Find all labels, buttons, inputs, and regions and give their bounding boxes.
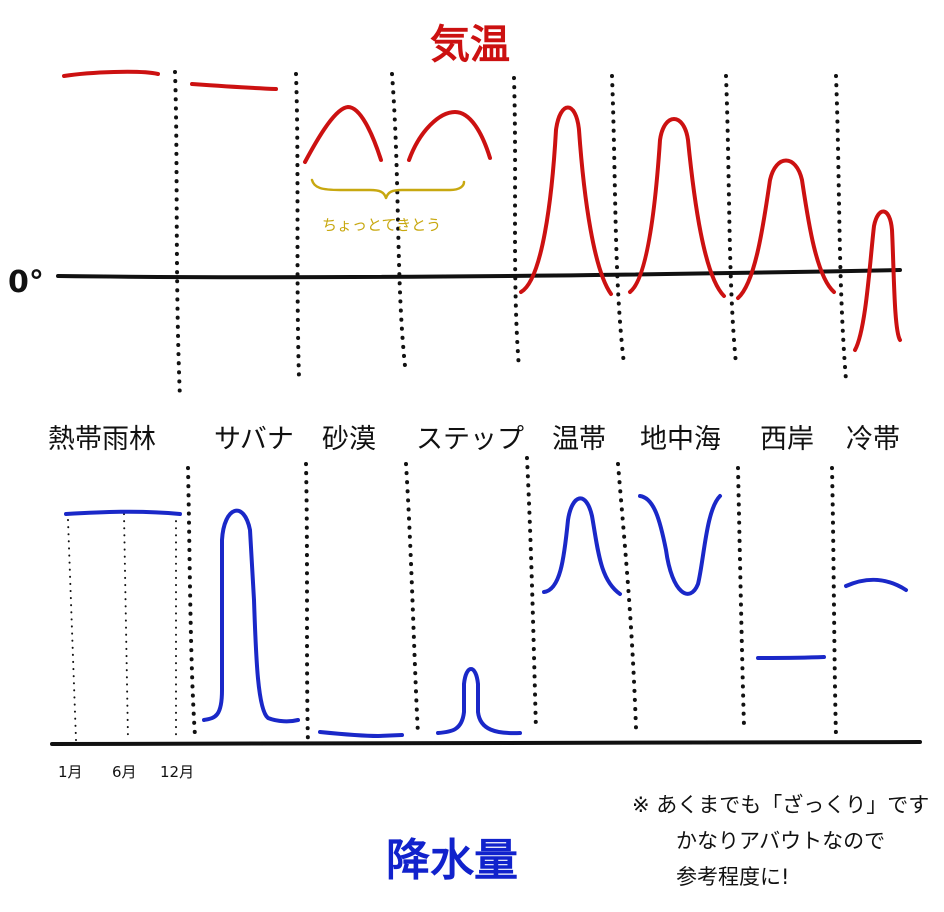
- temperature-zero-axis: [56, 268, 902, 280]
- month-label-jan: 1月: [58, 763, 83, 781]
- month-label-jun: 6月: [112, 763, 137, 781]
- prec-curve-temperate: [542, 496, 622, 596]
- label-subarctic: 冷帯: [846, 424, 900, 455]
- label-temperate: 温帯: [552, 424, 606, 455]
- prec-divider-7: [830, 466, 838, 738]
- climate-labels: 熱帯雨林 サバナ 砂漠 ステップ 温帯 地中海 西岸 冷帯: [48, 424, 900, 455]
- precipitation-title: 降水量: [386, 835, 518, 886]
- prec-curve-tropical-rainforest: [64, 509, 182, 516]
- prec-divider-6: [736, 466, 746, 728]
- prec-divider-2: [304, 462, 310, 746]
- note-line-3: 参考程度に!: [676, 865, 789, 889]
- precipitation-baseline: [50, 740, 922, 746]
- month-labels: 1月 6月 12月: [58, 763, 194, 781]
- temperature-dividers: [173, 70, 848, 400]
- label-west-coast: 西岸: [760, 424, 814, 455]
- zero-degree-label: 0°: [8, 265, 44, 300]
- approximation-annotation: ちょっとてきとう: [310, 178, 466, 234]
- temp-divider-4: [512, 76, 521, 370]
- label-savanna: サバナ: [214, 424, 294, 455]
- precipitation-dividers: [186, 456, 838, 746]
- prec-curve-subarctic: [844, 577, 908, 592]
- prec-curve-desert: [318, 730, 404, 738]
- temp-curve-west-coast: [736, 158, 836, 300]
- temperature-title: 気温: [430, 22, 510, 68]
- prec-divider-4: [525, 456, 538, 732]
- month-divider-jan: [67, 519, 77, 741]
- label-tropical-rainforest: 熱帯雨林: [48, 424, 156, 455]
- precipitation-curves: [64, 494, 908, 738]
- temp-curve-mediterranean: [628, 117, 726, 298]
- temp-curve-temperate: [519, 105, 613, 296]
- temperature-curves: [62, 69, 902, 352]
- temp-divider-2: [294, 72, 301, 380]
- prec-divider-5: [616, 462, 638, 730]
- temp-divider-6: [724, 74, 738, 366]
- temp-curve-tropical-rainforest: [62, 69, 160, 78]
- label-desert: 砂漠: [322, 424, 376, 455]
- temp-curve-savanna: [190, 82, 278, 91]
- prec-divider-3: [404, 462, 420, 736]
- label-mediterranean: 地中海: [640, 424, 721, 455]
- annotation-brace: [310, 178, 466, 200]
- annotation-text: ちょっとてきとう: [322, 216, 441, 234]
- temp-divider-7: [834, 74, 848, 382]
- temp-curve-subarctic: [853, 209, 902, 352]
- temp-divider-1: [173, 70, 182, 400]
- temp-curve-desert: [303, 105, 383, 164]
- note-line-1: ※ あくまでも「ざっくり」です: [632, 793, 929, 817]
- month-label-dec: 12月: [160, 763, 194, 781]
- disclaimer-note: ※ あくまでも「ざっくり」です かなりアバウトなので 参考程度に!: [632, 793, 929, 889]
- prec-divider-1: [186, 466, 197, 738]
- temp-divider-3: [390, 72, 407, 368]
- month-divider-jun: [123, 513, 129, 741]
- prec-curve-steppe: [436, 667, 522, 736]
- prec-curve-west-coast: [756, 655, 826, 660]
- prec-curve-mediterranean: [638, 494, 722, 596]
- note-line-2: かなりアバウトなので: [676, 829, 885, 853]
- temp-divider-5: [610, 74, 626, 366]
- label-steppe: ステップ: [416, 424, 524, 455]
- prec-curve-savanna: [202, 508, 300, 724]
- temp-curve-steppe: [407, 110, 492, 162]
- month-dividers: [67, 513, 177, 741]
